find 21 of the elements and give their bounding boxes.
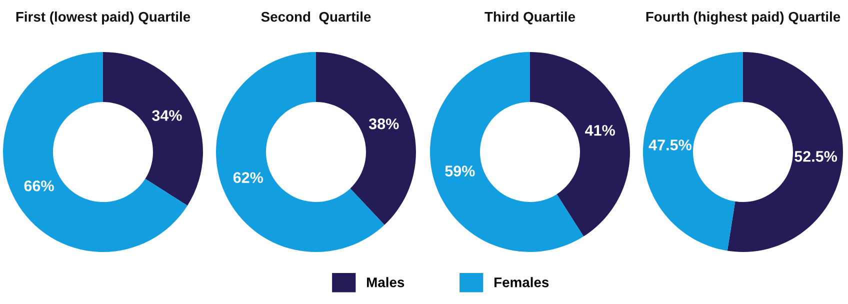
chart-title: Third Quartile	[484, 12, 576, 24]
data-label: 62%	[233, 172, 264, 183]
legend-label: Females	[494, 277, 549, 288]
donut-slice	[727, 52, 843, 252]
donut-slice	[103, 52, 203, 206]
donut-slice	[3, 52, 188, 252]
donut-slice	[316, 52, 416, 225]
data-label: 66%	[24, 180, 54, 192]
chart-title: First (lowest paid) Quartile	[16, 12, 190, 24]
data-label: 38%	[368, 118, 399, 130]
data-label: 34%	[152, 110, 182, 121]
data-label: 59%	[445, 166, 475, 176]
data-label: 52.5%	[794, 151, 838, 162]
data-label: 47.5%	[648, 140, 692, 150]
data-label: 41%	[585, 124, 615, 136]
legend-label: Males	[367, 277, 404, 288]
chart-title: Fourth (highest paid) Quartile	[646, 11, 840, 25]
donut-slice	[430, 52, 584, 252]
donut-slice	[530, 52, 630, 236]
chart-title: Second Quartile	[261, 12, 371, 24]
donut-slice	[643, 52, 743, 251]
